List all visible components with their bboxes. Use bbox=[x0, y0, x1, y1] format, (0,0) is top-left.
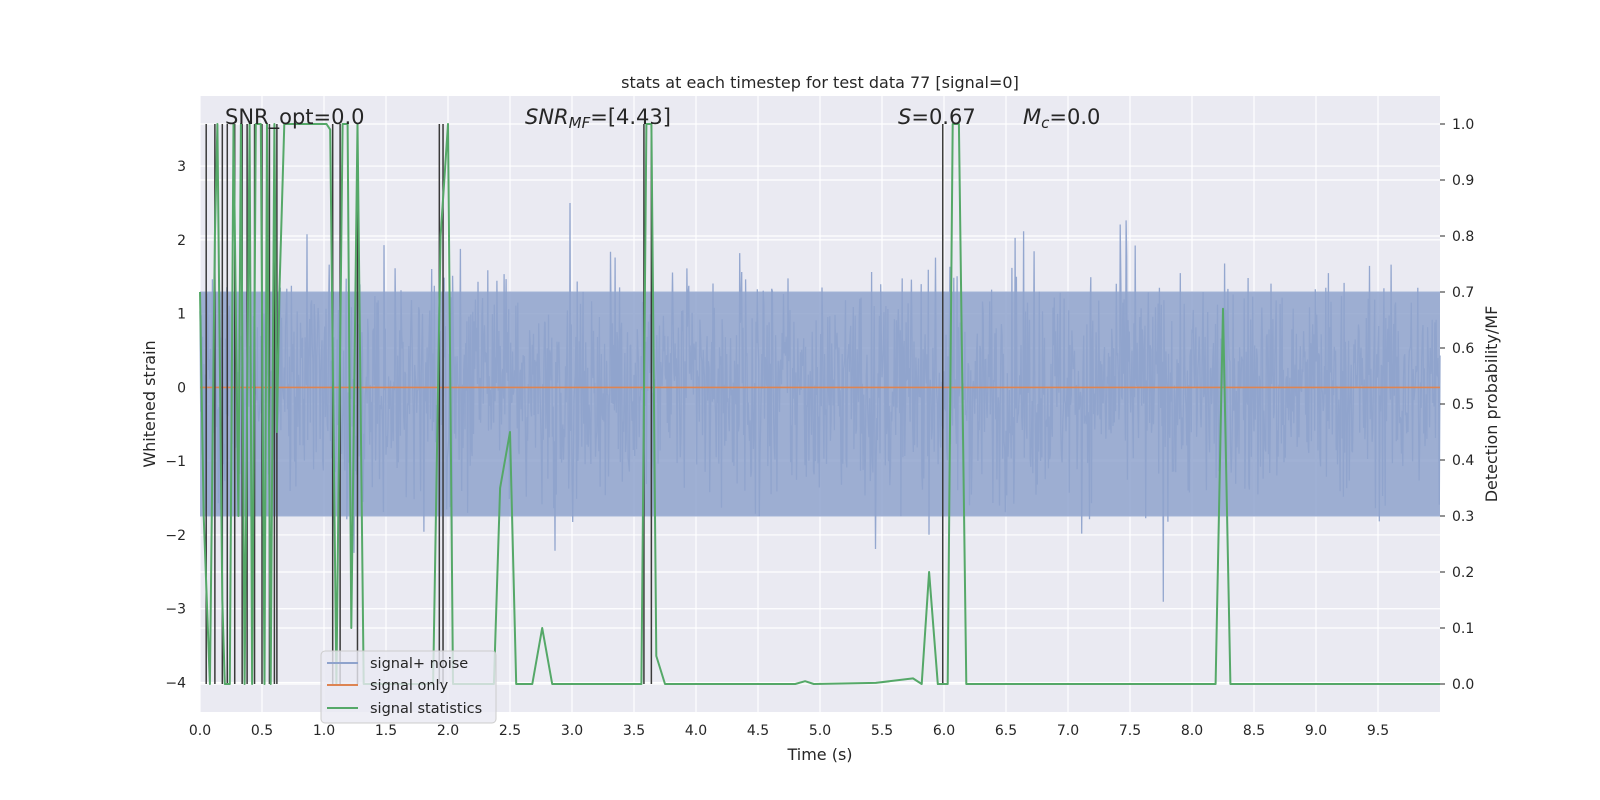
x-axis-label: Time (s) bbox=[786, 745, 852, 764]
x-tick-label: 5.5 bbox=[871, 723, 893, 739]
x-tick-label: 2.5 bbox=[499, 723, 521, 739]
y-tick-label: 3 bbox=[177, 159, 186, 175]
y2-tick-label: 0.8 bbox=[1452, 229, 1474, 245]
x-tick-label: 1.0 bbox=[313, 723, 335, 739]
y2-tick-label: 0.4 bbox=[1452, 453, 1474, 469]
annotation-snr-mf-main: SNR bbox=[525, 105, 569, 129]
x-tick-label: 7.5 bbox=[1119, 723, 1141, 739]
y2-tick-label: 0.9 bbox=[1452, 173, 1474, 189]
y-tick-label: −2 bbox=[165, 528, 186, 544]
x-tick-label: 8.0 bbox=[1181, 723, 1203, 739]
annotation-mc-main: M bbox=[1023, 105, 1041, 129]
x-tick-label: 0.0 bbox=[189, 723, 211, 739]
y2-tick-label: 0.0 bbox=[1452, 677, 1474, 693]
x-tick-label: 9.0 bbox=[1305, 723, 1327, 739]
x-tick-label: 1.5 bbox=[375, 723, 397, 739]
y-tick-label: 2 bbox=[177, 233, 186, 249]
noise-series bbox=[199, 202, 1441, 602]
y-axis-label: Whitened strain bbox=[140, 340, 159, 467]
signal-statistics-line bbox=[199, 123, 1440, 685]
annotation-mc-value: =0.0 bbox=[1049, 105, 1100, 129]
x-tick-label: 4.5 bbox=[747, 723, 769, 739]
y-tick-label: −4 bbox=[165, 675, 186, 691]
legend-label-stats: signal statistics bbox=[370, 701, 482, 717]
y-tick-label: 1 bbox=[177, 307, 186, 323]
annotation-s-symbol: S bbox=[898, 105, 911, 129]
annotation-mc: Mc=0.0 bbox=[1023, 105, 1100, 132]
legend-label-signal: signal only bbox=[370, 678, 449, 694]
x-tick-label: 4.0 bbox=[685, 723, 707, 739]
x-tick-label: 3.0 bbox=[561, 723, 583, 739]
annotation-s-value: =0.67 bbox=[911, 105, 975, 129]
x-tick-label: 3.5 bbox=[623, 723, 645, 739]
y2-tick-label: 0.5 bbox=[1452, 397, 1474, 413]
legend-label-noise: signal+ noise bbox=[370, 656, 468, 672]
y2-tick-label: 0.6 bbox=[1452, 341, 1474, 357]
x-tick-label: 5.0 bbox=[809, 723, 831, 739]
x-tick-label: 6.5 bbox=[995, 723, 1017, 739]
x-tick-label: 7.0 bbox=[1057, 723, 1079, 739]
y-axis-ticks: 3 2 1 0 −1 −2 −3 −4 bbox=[165, 159, 186, 691]
y2-axis-ticks: 1.0 0.9 0.8 0.7 0.6 0.5 0.4 0.3 0.2 0.1 0.0 bbox=[1440, 117, 1474, 693]
y-tick-label: 0 bbox=[177, 380, 186, 396]
legend: signal+ noise signal only signal statist… bbox=[320, 650, 497, 724]
y2-axis-label: Detection probability/MF bbox=[1482, 306, 1501, 503]
chart-title: stats at each timestep for test data 77 … bbox=[621, 73, 1019, 92]
y2-tick-label: 0.3 bbox=[1452, 509, 1474, 525]
x-tick-label: 8.5 bbox=[1243, 723, 1265, 739]
annotation-mc-sub: c bbox=[1041, 114, 1050, 132]
x-tick-label: 2.0 bbox=[437, 723, 459, 739]
y-tick-label: −3 bbox=[165, 602, 186, 618]
y2-tick-label: 1.0 bbox=[1452, 117, 1474, 133]
y2-tick-label: 0.2 bbox=[1452, 565, 1474, 581]
x-axis-ticks: 0.0 0.5 1.0 1.5 2.0 2.5 3.0 3.5 4.0 4.5 5.0 5.5 6.0 6… bbox=[189, 723, 1389, 739]
x-tick-label: 0.5 bbox=[251, 723, 273, 739]
x-tick-label: 6.0 bbox=[933, 723, 955, 739]
y2-tick-label: 0.1 bbox=[1452, 621, 1474, 637]
annotation-snr-mf: SNRMF=[4.43] bbox=[525, 105, 671, 132]
annotation-snr-mf-sub: MF bbox=[569, 114, 591, 132]
y2-tick-label: 0.7 bbox=[1452, 285, 1474, 301]
signal-statistics-series bbox=[199, 123, 1440, 685]
annotation-snr-opt: SNR_opt=0.0 bbox=[225, 105, 365, 130]
legend-box bbox=[320, 650, 497, 724]
noise-core-band bbox=[200, 291, 1440, 517]
x-tick-label: 9.5 bbox=[1367, 723, 1389, 739]
y-tick-label: −1 bbox=[165, 454, 186, 470]
annotation-s: S=0.67 bbox=[898, 105, 976, 129]
annotation-snr-mf-value: =[4.43] bbox=[590, 105, 671, 129]
